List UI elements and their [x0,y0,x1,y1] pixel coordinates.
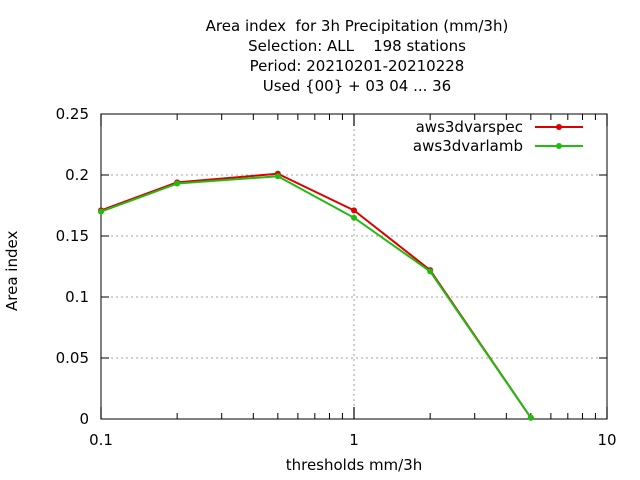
title-line-4: Used {00} + 03 04 ... 36 [262,77,452,95]
y-tick-label: 0.2 [65,166,89,184]
y-tick-label: 0.25 [56,105,89,123]
data-point-aws3dvarlamb [351,214,357,221]
series-line-aws3dvarspec [100,172,532,419]
x-tick-label: 10 [597,431,616,449]
title-line-3: Period: 20210201-20210228 [249,57,465,75]
y-tick-label: 0.1 [65,288,89,306]
data-point-aws3dvarspec [351,207,357,214]
x-tick-label: 0.1 [89,431,113,449]
data-point-aws3dvarlamb [174,180,181,187]
series-line-aws3dvarlamb [100,175,532,419]
y-tick-label: 0.05 [56,349,89,367]
title-line-1: Area index for 3h Precipitation (mm/3h) [205,17,509,35]
data-point-aws3dvarlamb [527,414,534,421]
legend-label-aws3dvarspec: aws3dvarspec [416,118,523,136]
data-point-aws3dvarlamb [274,173,281,180]
legend-marker-aws3dvarlamb [556,143,562,149]
y-tick-label: 0.15 [56,227,89,245]
x-axis-label: thresholds mm/3h [285,456,423,474]
y-tick-label: 0 [79,410,89,428]
title-line-2: Selection: ALL 198 stations [248,37,466,55]
data-point-aws3dvarlamb [427,268,434,275]
legend-label-aws3dvarlamb: aws3dvarlamb [413,137,523,155]
legend-marker-aws3dvarspec [556,124,562,130]
x-tick-label: 1 [349,431,359,449]
data-point-aws3dvarlamb [98,208,104,215]
